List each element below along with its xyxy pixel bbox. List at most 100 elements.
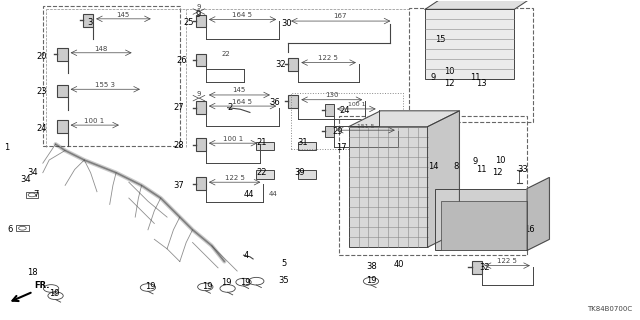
Bar bbox=[58, 48, 68, 61]
Bar bbox=[256, 170, 274, 179]
Bar bbox=[325, 105, 334, 116]
Text: FR.: FR. bbox=[35, 281, 50, 290]
Bar bbox=[472, 261, 482, 274]
Text: 19: 19 bbox=[221, 278, 232, 287]
Text: 11: 11 bbox=[476, 165, 486, 174]
Text: 33: 33 bbox=[518, 165, 528, 174]
Bar bbox=[83, 14, 93, 27]
Bar bbox=[435, 188, 527, 251]
Bar bbox=[409, 8, 534, 122]
Bar bbox=[291, 93, 403, 149]
Bar bbox=[339, 116, 527, 255]
Text: 9: 9 bbox=[473, 157, 478, 166]
Text: 26: 26 bbox=[177, 56, 188, 65]
Text: 167: 167 bbox=[333, 13, 347, 19]
Text: 34: 34 bbox=[27, 168, 38, 177]
Text: 32: 32 bbox=[275, 60, 286, 69]
Text: 122 5: 122 5 bbox=[497, 258, 517, 264]
Text: 19: 19 bbox=[367, 276, 377, 285]
Text: 164 5: 164 5 bbox=[232, 99, 252, 105]
Polygon shape bbox=[425, 0, 534, 9]
Text: 38: 38 bbox=[367, 262, 377, 271]
Text: 23: 23 bbox=[36, 87, 47, 96]
Bar bbox=[349, 127, 428, 247]
Text: 37: 37 bbox=[173, 181, 184, 190]
Text: 10: 10 bbox=[444, 67, 455, 76]
Text: 31: 31 bbox=[298, 138, 308, 147]
Text: 12: 12 bbox=[444, 79, 455, 88]
Text: 34: 34 bbox=[20, 174, 31, 184]
Text: 19: 19 bbox=[202, 282, 212, 292]
Text: 25: 25 bbox=[183, 18, 193, 27]
Text: TK84B0700C: TK84B0700C bbox=[587, 306, 632, 312]
Text: 18: 18 bbox=[27, 268, 38, 277]
Text: 145: 145 bbox=[116, 12, 130, 18]
Text: 21: 21 bbox=[256, 138, 267, 147]
Text: 20: 20 bbox=[36, 52, 47, 61]
Bar bbox=[196, 139, 206, 151]
Text: 39: 39 bbox=[294, 168, 305, 177]
Bar bbox=[196, 178, 206, 190]
Bar bbox=[441, 201, 527, 251]
Bar bbox=[16, 225, 29, 231]
Text: 28: 28 bbox=[173, 141, 184, 150]
Text: 1: 1 bbox=[4, 143, 10, 152]
Bar bbox=[325, 126, 334, 137]
Text: 17: 17 bbox=[336, 143, 346, 152]
Text: 100 1: 100 1 bbox=[223, 136, 243, 142]
Bar bbox=[256, 142, 274, 150]
Text: 35: 35 bbox=[278, 276, 289, 285]
Text: 122 5: 122 5 bbox=[225, 175, 244, 181]
Text: 29: 29 bbox=[333, 127, 343, 136]
Text: 100 1: 100 1 bbox=[84, 118, 104, 124]
Text: 9: 9 bbox=[196, 4, 201, 10]
Bar bbox=[196, 54, 206, 67]
Polygon shape bbox=[428, 111, 460, 247]
Text: 14: 14 bbox=[428, 162, 439, 171]
Text: 155 3: 155 3 bbox=[95, 82, 115, 88]
Text: 16: 16 bbox=[524, 225, 534, 234]
Text: 145: 145 bbox=[232, 87, 246, 93]
Bar bbox=[58, 84, 68, 97]
Bar bbox=[288, 58, 298, 70]
Bar bbox=[196, 15, 206, 28]
Text: 22: 22 bbox=[222, 51, 230, 57]
Text: 11: 11 bbox=[470, 73, 480, 82]
Text: 7: 7 bbox=[33, 190, 38, 199]
Text: 19: 19 bbox=[145, 282, 156, 292]
Text: 4: 4 bbox=[244, 251, 249, 260]
Text: 19: 19 bbox=[241, 278, 251, 287]
Text: 9: 9 bbox=[430, 73, 435, 82]
Text: 40: 40 bbox=[394, 260, 404, 269]
Text: 24: 24 bbox=[36, 124, 47, 133]
Text: 24: 24 bbox=[339, 106, 349, 115]
Bar bbox=[298, 142, 316, 150]
Text: 6: 6 bbox=[8, 225, 13, 234]
Bar bbox=[58, 120, 68, 133]
Text: 164 5: 164 5 bbox=[232, 12, 252, 18]
Text: 32: 32 bbox=[479, 263, 490, 272]
Text: 8: 8 bbox=[454, 162, 459, 171]
Bar bbox=[288, 95, 298, 108]
Text: 12: 12 bbox=[492, 168, 502, 177]
Bar bbox=[196, 101, 206, 114]
Text: 9: 9 bbox=[196, 91, 201, 97]
Text: 27: 27 bbox=[173, 103, 184, 112]
Text: 3: 3 bbox=[88, 18, 93, 27]
Bar bbox=[425, 9, 515, 79]
Text: 10: 10 bbox=[495, 156, 506, 164]
Polygon shape bbox=[527, 178, 549, 251]
Text: 130: 130 bbox=[324, 92, 338, 98]
Bar bbox=[43, 6, 180, 146]
Polygon shape bbox=[349, 111, 460, 127]
Text: 22: 22 bbox=[256, 168, 267, 177]
Text: 151 5: 151 5 bbox=[357, 124, 374, 129]
Text: 15: 15 bbox=[435, 35, 445, 44]
Text: 44: 44 bbox=[268, 191, 277, 197]
Text: 2: 2 bbox=[228, 103, 233, 112]
Text: 122 5: 122 5 bbox=[318, 55, 338, 61]
Text: 5: 5 bbox=[282, 259, 287, 268]
Text: 30: 30 bbox=[282, 19, 292, 28]
Text: 44: 44 bbox=[244, 190, 254, 199]
Bar bbox=[26, 192, 38, 198]
